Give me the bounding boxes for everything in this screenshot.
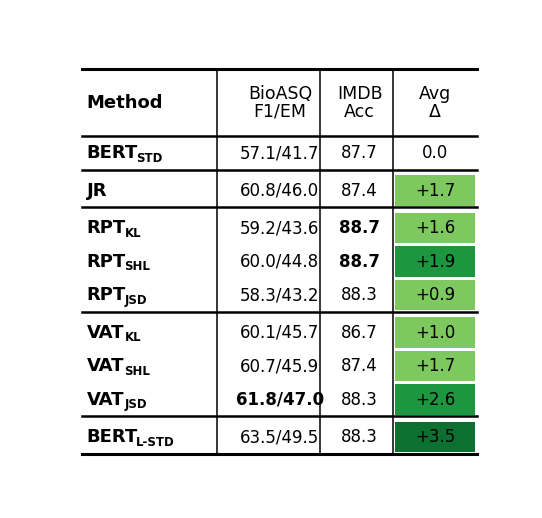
- Bar: [396, 213, 475, 243]
- Text: +0.9: +0.9: [415, 286, 455, 304]
- Text: 60.1/45.7: 60.1/45.7: [240, 324, 319, 341]
- Text: IMDB: IMDB: [337, 85, 383, 103]
- Text: JR: JR: [87, 182, 107, 199]
- Text: +1.0: +1.0: [415, 324, 455, 341]
- Text: 86.7: 86.7: [341, 324, 378, 341]
- Text: 88.3: 88.3: [341, 391, 378, 409]
- Text: +1.6: +1.6: [415, 219, 455, 237]
- Text: 61.8/47.0: 61.8/47.0: [236, 391, 324, 409]
- Text: VAT: VAT: [87, 391, 124, 409]
- Text: Method: Method: [87, 94, 163, 112]
- Text: BERT: BERT: [87, 428, 138, 446]
- Text: SHL: SHL: [125, 365, 150, 378]
- Text: KL: KL: [125, 227, 141, 240]
- Text: Avg: Avg: [419, 85, 451, 103]
- Text: VAT: VAT: [87, 357, 124, 375]
- Text: 57.1/41.7: 57.1/41.7: [240, 144, 320, 162]
- Text: 60.8/46.0: 60.8/46.0: [240, 182, 319, 199]
- Text: VAT: VAT: [87, 324, 124, 341]
- Text: RPT: RPT: [87, 219, 126, 237]
- Bar: [396, 384, 475, 415]
- Text: BioASQ: BioASQ: [248, 85, 312, 103]
- Text: RPT: RPT: [87, 253, 126, 270]
- Text: RPT: RPT: [87, 286, 126, 304]
- Text: 58.3/43.2: 58.3/43.2: [240, 286, 320, 304]
- Bar: [396, 280, 475, 310]
- Text: 59.2/43.6: 59.2/43.6: [240, 219, 320, 237]
- Text: STD: STD: [136, 152, 163, 165]
- Text: 63.5/49.5: 63.5/49.5: [240, 428, 319, 446]
- Text: L-STD: L-STD: [136, 436, 175, 449]
- Text: +2.6: +2.6: [415, 391, 455, 409]
- Text: +1.7: +1.7: [415, 182, 455, 199]
- Text: SHL: SHL: [125, 260, 150, 274]
- Text: 88.7: 88.7: [339, 253, 380, 270]
- Text: 87.4: 87.4: [341, 357, 378, 375]
- Text: 60.7/45.9: 60.7/45.9: [240, 357, 319, 375]
- Text: 87.7: 87.7: [341, 144, 378, 162]
- Bar: [396, 422, 475, 452]
- Text: 88.3: 88.3: [341, 286, 378, 304]
- Text: 60.0/44.8: 60.0/44.8: [240, 253, 319, 270]
- Text: Acc: Acc: [344, 103, 375, 121]
- Text: JSD: JSD: [125, 398, 147, 411]
- Text: +1.9: +1.9: [415, 253, 455, 270]
- Text: F1/EM: F1/EM: [253, 103, 306, 121]
- Text: BERT: BERT: [87, 144, 138, 162]
- Text: 87.4: 87.4: [341, 182, 378, 199]
- Bar: [396, 351, 475, 381]
- Text: 88.3: 88.3: [341, 428, 378, 446]
- Text: JSD: JSD: [125, 294, 147, 307]
- Bar: [396, 176, 475, 206]
- Bar: [396, 247, 475, 277]
- Text: 88.7: 88.7: [339, 219, 380, 237]
- Text: 0.0: 0.0: [422, 144, 448, 162]
- Bar: [396, 318, 475, 348]
- Text: Δ: Δ: [429, 103, 441, 121]
- Text: +1.7: +1.7: [415, 357, 455, 375]
- Text: +3.5: +3.5: [415, 428, 455, 446]
- Text: KL: KL: [125, 332, 141, 344]
